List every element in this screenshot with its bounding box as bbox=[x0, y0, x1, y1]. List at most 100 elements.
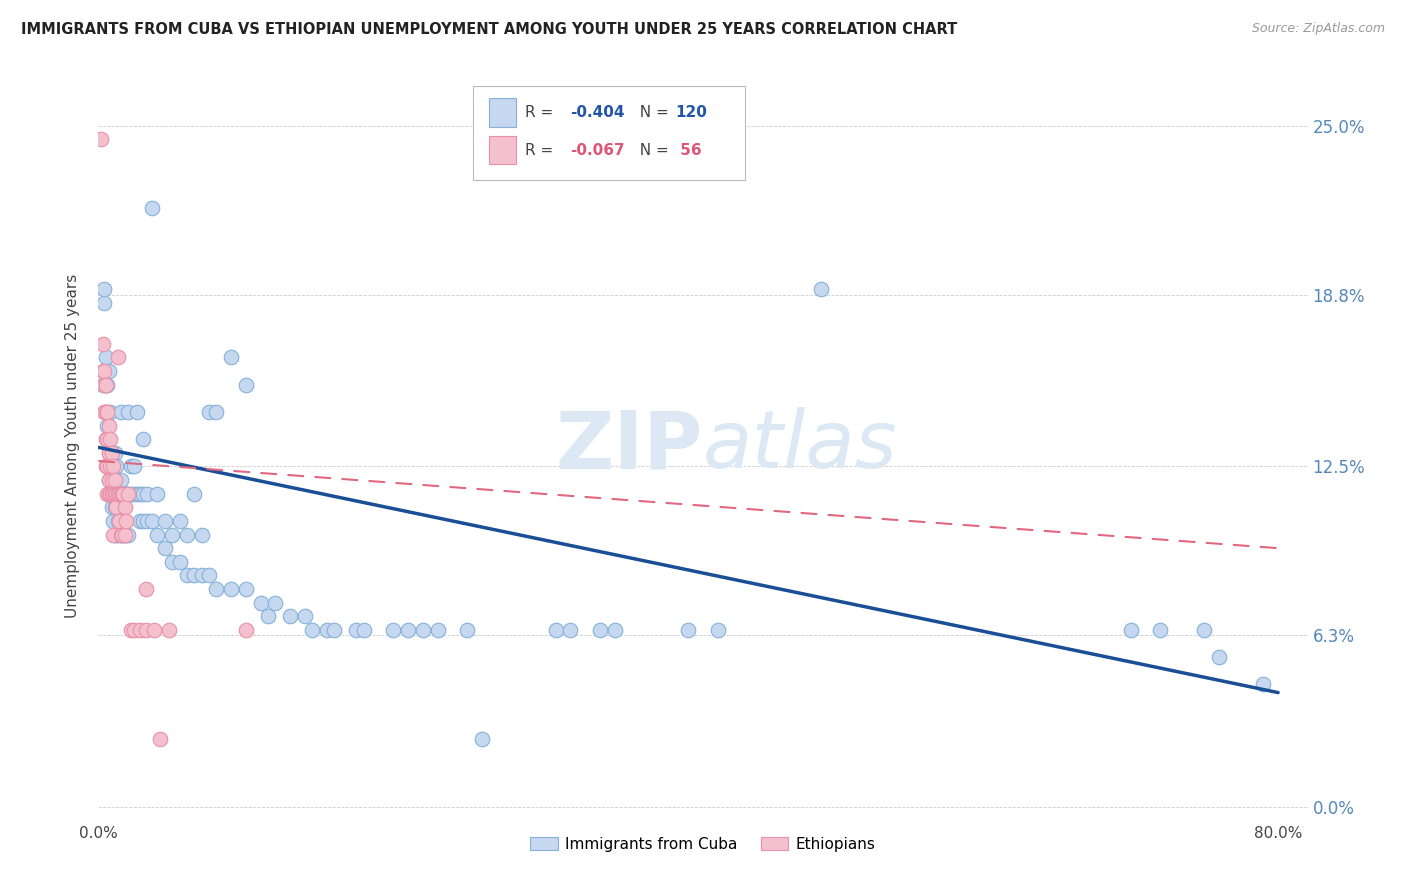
Point bbox=[93, 282, 115, 296]
Point bbox=[94, 405, 117, 419]
Point bbox=[100, 459, 122, 474]
Point bbox=[111, 527, 134, 541]
Point bbox=[117, 405, 139, 419]
Point bbox=[110, 473, 132, 487]
Point bbox=[316, 623, 339, 637]
Point bbox=[101, 486, 124, 500]
Point bbox=[219, 351, 242, 365]
Point bbox=[120, 459, 142, 474]
Point bbox=[122, 459, 145, 474]
Text: atlas: atlas bbox=[703, 407, 898, 485]
Point bbox=[810, 282, 832, 296]
Point bbox=[128, 514, 150, 528]
Point bbox=[198, 568, 221, 582]
Point bbox=[111, 486, 134, 500]
Point bbox=[112, 486, 135, 500]
Point bbox=[396, 623, 419, 637]
Point bbox=[101, 527, 124, 541]
Point bbox=[143, 623, 166, 637]
Point bbox=[278, 609, 301, 624]
Point bbox=[122, 623, 145, 637]
Point bbox=[678, 623, 700, 637]
Point bbox=[257, 609, 280, 624]
Point bbox=[603, 623, 626, 637]
Point bbox=[108, 514, 131, 528]
Point bbox=[100, 500, 122, 515]
Point bbox=[93, 364, 115, 378]
Point bbox=[249, 596, 271, 610]
Point bbox=[98, 459, 121, 474]
Point bbox=[117, 527, 139, 541]
Point bbox=[117, 486, 139, 500]
Point bbox=[114, 527, 136, 541]
Point bbox=[94, 377, 117, 392]
Point bbox=[706, 623, 728, 637]
Point bbox=[131, 514, 153, 528]
Point bbox=[346, 623, 368, 637]
Point bbox=[96, 432, 118, 446]
Point bbox=[94, 432, 117, 446]
Text: 56: 56 bbox=[675, 143, 702, 158]
Point bbox=[141, 514, 163, 528]
Point bbox=[94, 405, 117, 419]
Point bbox=[120, 623, 142, 637]
Point bbox=[105, 527, 128, 541]
Point bbox=[97, 473, 120, 487]
FancyBboxPatch shape bbox=[474, 87, 745, 180]
Point bbox=[1119, 623, 1142, 637]
Legend: Immigrants from Cuba, Ethiopians: Immigrants from Cuba, Ethiopians bbox=[524, 830, 882, 858]
Point bbox=[90, 132, 112, 146]
Point bbox=[157, 623, 180, 637]
Point bbox=[111, 527, 134, 541]
Point bbox=[323, 623, 346, 637]
Point bbox=[100, 446, 122, 460]
Point bbox=[91, 364, 114, 378]
Point bbox=[105, 486, 128, 500]
Point bbox=[94, 377, 117, 392]
Point bbox=[560, 623, 582, 637]
Y-axis label: Unemployment Among Youth under 25 years: Unemployment Among Youth under 25 years bbox=[65, 274, 80, 618]
Point bbox=[160, 555, 183, 569]
Point bbox=[98, 459, 121, 474]
Point bbox=[219, 582, 242, 596]
Point bbox=[104, 527, 127, 541]
Point bbox=[97, 446, 120, 460]
Point bbox=[112, 486, 135, 500]
Point bbox=[100, 473, 122, 487]
Point bbox=[115, 486, 138, 500]
Point bbox=[94, 351, 117, 365]
Point bbox=[198, 405, 221, 419]
Text: Source: ZipAtlas.com: Source: ZipAtlas.com bbox=[1251, 22, 1385, 36]
Point bbox=[235, 377, 257, 392]
Point bbox=[169, 555, 191, 569]
Point bbox=[294, 609, 316, 624]
Point bbox=[107, 486, 129, 500]
Point bbox=[153, 541, 176, 556]
Point bbox=[108, 486, 131, 500]
Point bbox=[111, 486, 134, 500]
Point bbox=[544, 623, 567, 637]
Point bbox=[456, 623, 478, 637]
Point bbox=[115, 527, 138, 541]
Point bbox=[114, 486, 136, 500]
Point bbox=[183, 486, 205, 500]
Text: 120: 120 bbox=[675, 105, 707, 120]
Point bbox=[122, 486, 145, 500]
Point bbox=[104, 473, 127, 487]
Text: R =: R = bbox=[526, 105, 558, 120]
Point bbox=[107, 514, 129, 528]
Point bbox=[101, 514, 124, 528]
Point bbox=[1149, 623, 1171, 637]
Point bbox=[301, 623, 323, 637]
Point bbox=[114, 527, 136, 541]
Point bbox=[112, 514, 135, 528]
Point bbox=[96, 405, 118, 419]
Point bbox=[97, 432, 120, 446]
Text: ZIP: ZIP bbox=[555, 407, 703, 485]
Point bbox=[107, 486, 129, 500]
Point bbox=[110, 486, 132, 500]
Point bbox=[110, 514, 132, 528]
Text: R =: R = bbox=[526, 143, 558, 158]
Point bbox=[149, 731, 172, 746]
Point bbox=[141, 201, 163, 215]
